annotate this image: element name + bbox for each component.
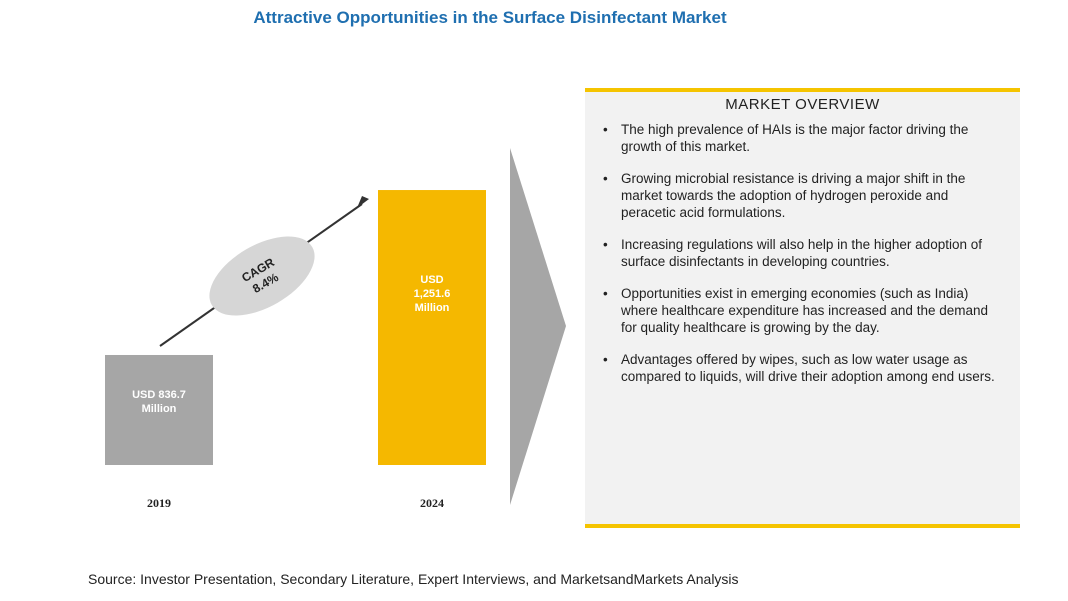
bar-value-label: USD 836.7 Million [132, 388, 186, 415]
x-tick-label: 2024 [420, 496, 444, 510]
arrow-head [357, 196, 369, 208]
overview-heading: MARKET OVERVIEW [725, 96, 880, 113]
bar-value-label: USD 1,251.6 Million [413, 273, 451, 314]
overview-bullet: Advantages offered by wipes, such as low… [599, 351, 1006, 385]
overview-bullet: The high prevalence of HAIs is the major… [599, 121, 1006, 155]
overview-bullet: Increasing regulations will also help in… [599, 236, 1006, 270]
source-note: Source: Investor Presentation, Secondary… [88, 571, 739, 587]
overview-bullet: Growing microbial resistance is driving … [599, 170, 1006, 221]
bar [378, 190, 486, 465]
cagr-ellipse [209, 236, 315, 316]
x-tick-label: 2019 [147, 496, 171, 510]
overview-list: The high prevalence of HAIs is the major… [599, 121, 1006, 385]
bar [105, 354, 213, 465]
chevron [510, 148, 566, 505]
market-overview: MARKET OVERVIEW The high prevalence of H… [585, 88, 1020, 528]
chart-title: Attractive Opportunities in the Surface … [253, 8, 727, 27]
overview-bullet: Opportunities exist in emerging economie… [599, 285, 1006, 336]
